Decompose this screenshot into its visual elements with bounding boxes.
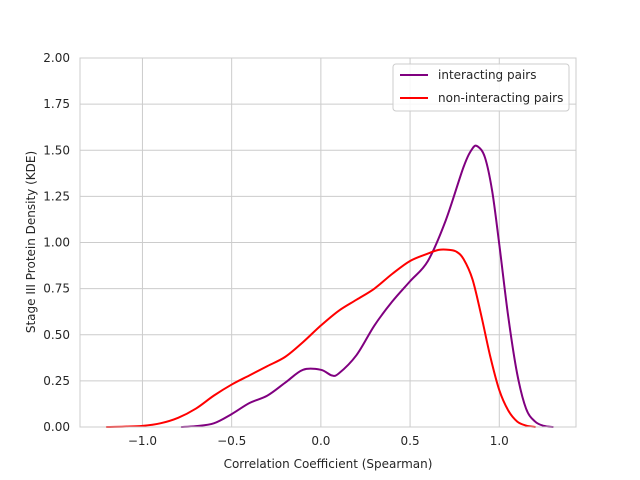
y-tick-label: 1.25 <box>43 189 70 203</box>
y-tick-label: 1.50 <box>43 143 70 157</box>
y-axis-label: Stage III Protein Density (KDE) <box>24 151 38 333</box>
y-tick-label: 1.75 <box>43 97 70 111</box>
x-tick-label: 1.0 <box>490 434 509 448</box>
y-tick-label: 0.25 <box>43 374 70 388</box>
x-axis-label: Correlation Coefficient (Spearman) <box>224 457 433 471</box>
y-tick-label: 2.00 <box>43 51 70 65</box>
series-line-non-interacting <box>105 248 536 428</box>
plot-frame <box>79 57 577 428</box>
legend-box <box>392 63 570 112</box>
legend-label-interacting: interacting pairs <box>438 68 536 82</box>
x-tick-label: 0.5 <box>401 434 420 448</box>
x-tick-label: −0.5 <box>217 434 246 448</box>
y-tick-label: 0.75 <box>43 282 70 296</box>
series-line-interacting <box>180 144 554 428</box>
x-tick-label: 0.0 <box>311 434 330 448</box>
y-tick-labels: 0.00 0.25 0.50 0.75 1.00 1.25 1.50 1.75 2.00 <box>43 51 70 434</box>
legend-label-non-interacting: non-interacting pairs <box>438 91 563 105</box>
y-tick-label: 0.00 <box>43 420 70 434</box>
legend: interacting pairs non-interacting pairs <box>392 63 570 112</box>
y-tick-label: 1.00 <box>43 236 70 250</box>
series-lines <box>105 144 554 428</box>
y-tick-label: 0.50 <box>43 328 70 342</box>
x-tick-label: −1.0 <box>128 434 157 448</box>
x-tick-labels: −1.0 −0.5 0.0 0.5 1.0 <box>128 434 509 448</box>
